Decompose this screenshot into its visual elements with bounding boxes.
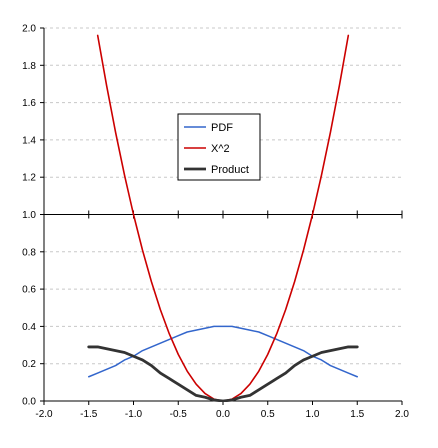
axes (40, 27, 403, 405)
x-tick-label: -1.0 (125, 409, 143, 420)
x-tick-label: 2.0 (395, 409, 409, 420)
y-tick-label: 0.8 (22, 247, 36, 258)
y-tick-label: 0.6 (22, 285, 36, 296)
series-lines (87, 34, 359, 402)
series-line-0 (88, 325, 358, 378)
x-tick-label: 0.0 (216, 409, 230, 420)
y-tick-label: 1.8 (22, 61, 36, 72)
x-tick-label: -1.5 (80, 409, 98, 420)
x-tick-label: -0.5 (170, 409, 188, 420)
y-tick-label: 1.0 (22, 210, 36, 221)
x-tick-label: 1.5 (350, 409, 364, 420)
y-tick-labels: 0.0 0.2 0.4 0.6 0.8 1.0 1.2 1.4 1.6 1.8 2.0 (22, 24, 36, 408)
x-tick-label: 1.0 (306, 409, 320, 420)
x-tick-labels: -2.0 -1.5 -1.0 -0.5 0.0 0.5 1.0 1.5 2.0 (35, 409, 409, 420)
y-tick-label: 0.0 (22, 397, 36, 408)
y-tick-label: 1.6 (22, 98, 36, 109)
y-tick-label: 2.0 (22, 24, 36, 35)
y-tick-label: 0.4 (22, 322, 36, 333)
y-tick-label: 1.4 (22, 135, 36, 146)
legend-label: PDF (211, 122, 233, 134)
y-tick-label: 0.2 (22, 359, 36, 370)
x-tick-label: -2.0 (35, 409, 53, 420)
y-tick-label: 1.2 (22, 173, 36, 184)
legend-label: Product (211, 164, 249, 176)
x-tick-label: 0.5 (261, 409, 275, 420)
legend: PDF X^2 Product (177, 113, 261, 181)
series-line-2 (87, 345, 359, 402)
legend-label: X^2 (211, 143, 230, 155)
